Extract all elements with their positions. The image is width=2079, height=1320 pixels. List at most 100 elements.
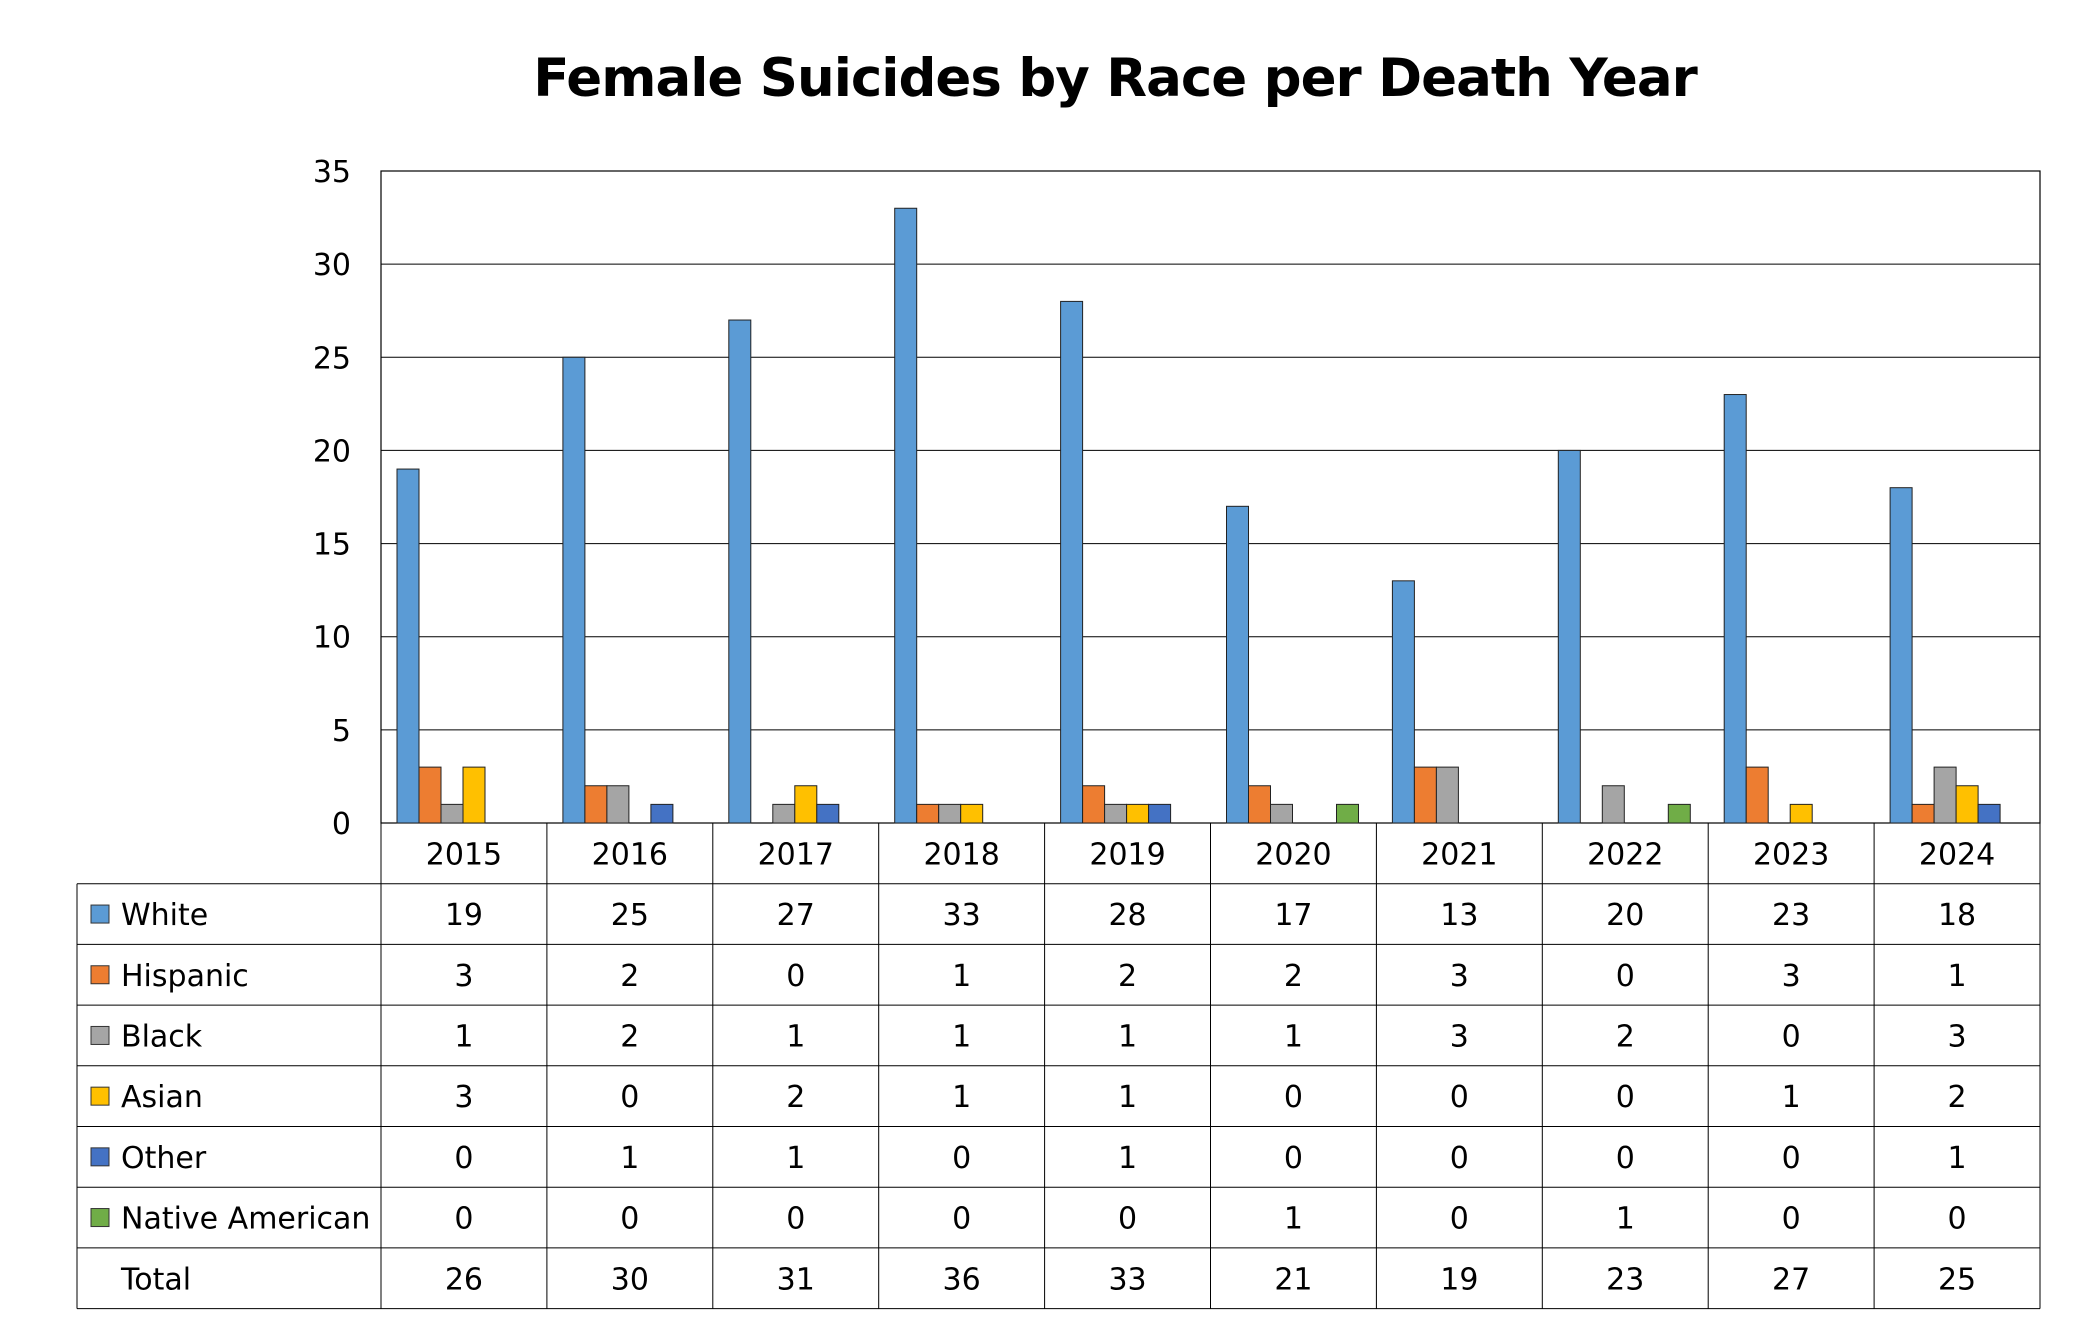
x-tick-label: 2019 — [1089, 837, 1165, 872]
legend-swatch — [90, 1086, 110, 1106]
bar-asian — [1955, 785, 1979, 824]
data-table-value: 0 — [620, 1080, 639, 1115]
data-table-value: 1 — [1948, 1141, 1967, 1176]
legend-swatch — [90, 904, 110, 924]
data-table-value: 25 — [611, 898, 649, 933]
x-tick-label: 2016 — [592, 837, 668, 872]
data-table-value: 2 — [1616, 1019, 1635, 1054]
data-table-value: 18 — [1938, 898, 1976, 933]
bar-black — [606, 785, 630, 824]
bar-native-american — [1336, 803, 1359, 824]
bar-other — [1148, 803, 1172, 824]
bar-white — [1226, 505, 1249, 824]
bar-asian — [960, 803, 984, 824]
data-table-value: 13 — [1440, 898, 1478, 933]
bar-hispanic — [916, 803, 940, 824]
data-table-value: 31 — [777, 1262, 815, 1297]
y-tick-label: 10 — [313, 621, 351, 656]
bar-white — [1557, 449, 1581, 824]
data-table-value: 2 — [1284, 959, 1303, 994]
bar-black — [1601, 785, 1625, 824]
bar-hispanic — [584, 785, 608, 824]
data-table-value: 3 — [1948, 1019, 1967, 1054]
data-table-value: 26 — [445, 1262, 483, 1297]
data-table-value: 1 — [1118, 1080, 1137, 1115]
y-tick-label: 35 — [313, 155, 351, 190]
bar-hispanic — [1082, 785, 1106, 824]
data-table-value: 0 — [952, 1141, 971, 1176]
legend-swatch — [90, 1025, 110, 1045]
legend-swatch — [90, 1147, 110, 1167]
data-table-value: 0 — [1782, 1019, 1801, 1054]
data-table-value: 1 — [786, 1019, 805, 1054]
data-table-value: 33 — [1108, 1262, 1146, 1297]
data-table-value: 2 — [1948, 1080, 1967, 1115]
data-table-value: 2 — [786, 1080, 805, 1115]
data-table-value: 1 — [1782, 1080, 1801, 1115]
legend-swatch — [90, 965, 110, 985]
data-table-value: 0 — [1948, 1202, 1967, 1237]
x-tick-label: 2021 — [1421, 837, 1497, 872]
bar-black — [1104, 803, 1128, 824]
data-table-value: 3 — [1450, 1019, 1469, 1054]
bar-hispanic — [1911, 803, 1935, 824]
data-table-value: 0 — [620, 1202, 639, 1237]
data-table-value: 0 — [786, 959, 805, 994]
bar-other — [650, 803, 674, 824]
data-table-value: 0 — [786, 1202, 805, 1237]
y-tick-label: 30 — [313, 248, 351, 283]
data-table-value: 30 — [611, 1262, 649, 1297]
x-tick-label: 2015 — [426, 837, 502, 872]
data-table-value: 2 — [1118, 959, 1137, 994]
data-table-value: 20 — [1606, 898, 1644, 933]
bar-black — [1933, 766, 1957, 824]
bar-other — [1977, 803, 2001, 824]
plot-area — [380, 170, 2041, 824]
data-table-value: 0 — [1782, 1141, 1801, 1176]
bar-hispanic — [1745, 766, 1769, 824]
data-table-value: 2 — [620, 959, 639, 994]
data-table-value: 1 — [1118, 1019, 1137, 1054]
data-table-value: 17 — [1274, 898, 1312, 933]
legend-label: Total — [120, 1262, 191, 1297]
data-table-value: 19 — [445, 898, 483, 933]
data-table-value: 0 — [1450, 1202, 1469, 1237]
legend-swatch — [90, 1208, 110, 1228]
data-table-value: 0 — [1616, 1080, 1635, 1115]
bar-white — [1889, 487, 1913, 824]
data-table-value: 0 — [454, 1141, 473, 1176]
data-table-value: 3 — [454, 959, 473, 994]
bar-white — [894, 207, 918, 824]
bar-white — [562, 356, 586, 824]
y-tick-label: 5 — [332, 714, 351, 749]
x-tick-label: 2022 — [1587, 837, 1663, 872]
data-table-value: 0 — [1118, 1202, 1137, 1237]
data-table-value: 21 — [1274, 1262, 1312, 1297]
data-table-value: 23 — [1606, 1262, 1644, 1297]
data-table-value: 0 — [1616, 959, 1635, 994]
data-table-value: 23 — [1772, 898, 1810, 933]
data-table-value: 19 — [1440, 1262, 1478, 1297]
bar-black — [772, 803, 796, 824]
bar-asian — [1126, 803, 1150, 824]
data-table-value: 3 — [1782, 959, 1801, 994]
y-tick-label: 25 — [313, 341, 351, 376]
bar-white — [1060, 300, 1084, 824]
bar-white — [728, 319, 752, 824]
data-table-value: 0 — [1284, 1141, 1303, 1176]
x-tick-label: 2023 — [1753, 837, 1829, 872]
data-table-value: 0 — [1616, 1141, 1635, 1176]
bar-black — [1435, 766, 1459, 824]
bar-black — [440, 803, 464, 824]
legend-label: Hispanic — [121, 959, 249, 994]
legend-label: Black — [121, 1019, 203, 1054]
bar-other — [816, 803, 840, 824]
data-table-value: 0 — [1450, 1141, 1469, 1176]
data-table-value: 0 — [952, 1202, 971, 1237]
bar-white — [396, 468, 420, 824]
data-table-value: 1 — [620, 1141, 639, 1176]
data-table-value: 33 — [943, 898, 981, 933]
legend-label: Other — [121, 1141, 207, 1176]
bar-asian — [1789, 803, 1813, 824]
